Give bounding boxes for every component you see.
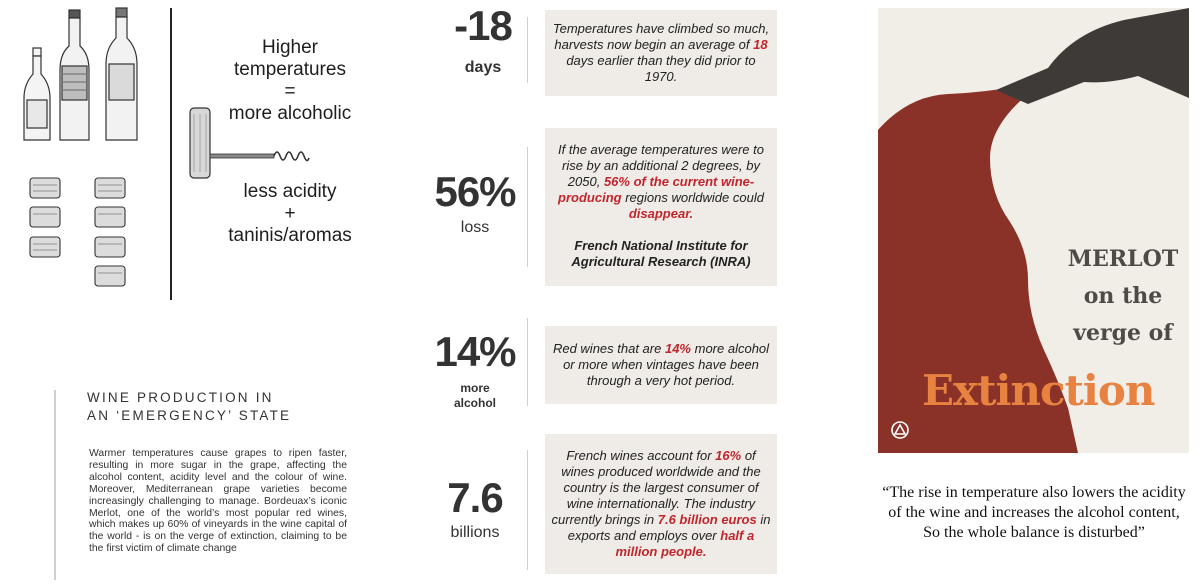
card-text: If the average temperatures were to rise… — [558, 142, 764, 189]
stat-unit: more alcohol — [425, 381, 525, 411]
stat-unit-line: more — [460, 381, 490, 395]
wine-pour-shape — [878, 86, 1078, 453]
poster-title-line: on the — [1083, 283, 1163, 309]
divider-vertical — [527, 318, 528, 406]
card-text: Temperatures have climbed so much, harve… — [552, 21, 770, 52]
card-text: more alcohol or more when vintages have … — [563, 341, 770, 388]
highlight-text: 7.6 billion euros — [657, 512, 757, 527]
card-text: Red wines that are — [552, 341, 665, 356]
quote-line: So the whole balance is disturbed” — [923, 524, 1145, 541]
quote: “The rise in temperature also lowers the… — [872, 483, 1196, 543]
highlight-text: half a million people. — [615, 528, 755, 559]
stat-unit: billions — [450, 524, 500, 541]
stat-value: 56% — [434, 168, 516, 215]
highlight-text: 18 — [753, 37, 768, 52]
bottle-icon — [105, 7, 138, 141]
poster-art — [878, 8, 1189, 453]
stat-unit: loss — [460, 219, 490, 236]
stat-unit: days — [464, 59, 502, 76]
stat-card: If the average temperatures were to rise… — [545, 128, 777, 286]
poster-title-line: verge of — [1073, 320, 1173, 346]
claim-line: Higher — [262, 37, 318, 58]
stat-value: 7.6 — [447, 474, 503, 521]
highlight-text: 16% — [715, 448, 742, 463]
section-title-line: AN ‘EMERGENCY’ STATE — [87, 408, 292, 423]
card-text: regions worldwide could — [621, 190, 764, 205]
stat-value: -18 — [454, 2, 513, 49]
highlight-text: 14% — [664, 341, 691, 356]
claim-line: = — [284, 81, 296, 102]
section-body: Warmer temperatures cause grapes to ripe… — [89, 448, 347, 555]
card-source: French National Institute for Agricultur… — [571, 238, 751, 269]
bottle-icon — [23, 47, 51, 141]
section-title-line: WINE PRODUCTION IN — [87, 390, 274, 405]
quote-line: of the wine and increases the alcohol co… — [888, 504, 1180, 521]
card-text: French wines account for — [566, 448, 716, 463]
stat-card: Temperatures have climbed so much, harve… — [545, 10, 777, 96]
merlot-poster: MERLOT on the verge of Extinction — [878, 8, 1189, 453]
card-text: of wines produced worldwide and the coun… — [551, 448, 761, 527]
stat-unit-line: alcohol — [453, 396, 496, 410]
claim-higher-temperatures: Higher temperatures = more alcoholic — [190, 37, 390, 125]
divider-vertical — [527, 147, 528, 267]
stat-value: 14% — [434, 328, 516, 375]
cork-icon — [29, 177, 126, 287]
logo-icon — [891, 421, 909, 439]
poster-title-line: MERLOT — [1067, 246, 1179, 272]
stat-card: French wines account for 16% of wines pr… — [545, 434, 777, 574]
bottle-icon — [59, 9, 90, 141]
claim-line: taninis/aromas — [228, 225, 352, 246]
claim-line: temperatures — [234, 59, 346, 80]
quote-line: “The rise in temperature also lowers the… — [882, 484, 1186, 501]
highlight-text: disappear. — [628, 206, 694, 221]
stat-card: Red wines that are 14% more alcohol or m… — [545, 326, 777, 404]
wine-bottles-and-corks-illustration — [23, 7, 138, 287]
corkscrew-icon — [189, 107, 310, 179]
claim-line: less acidity — [243, 181, 337, 202]
divider-vertical — [527, 450, 528, 570]
divider-vertical — [170, 8, 172, 300]
claim-less-acidity: less acidity + taninis/aromas — [190, 181, 390, 247]
card-text: days earlier than they did prior to 1970… — [566, 53, 756, 84]
card-text: in exports and employs over — [567, 512, 771, 543]
divider-vertical — [54, 390, 56, 580]
poster-extinction: Extinction — [922, 366, 1155, 415]
section-title: WINE PRODUCTION IN AN ‘EMERGENCY’ STATE — [87, 389, 347, 425]
highlight-text: 56% of the current wine-producing — [558, 174, 755, 205]
bottle-silhouette — [996, 8, 1189, 104]
claim-line: more alcoholic — [228, 103, 352, 124]
claim-line: + — [284, 203, 296, 224]
divider-vertical — [527, 17, 528, 83]
